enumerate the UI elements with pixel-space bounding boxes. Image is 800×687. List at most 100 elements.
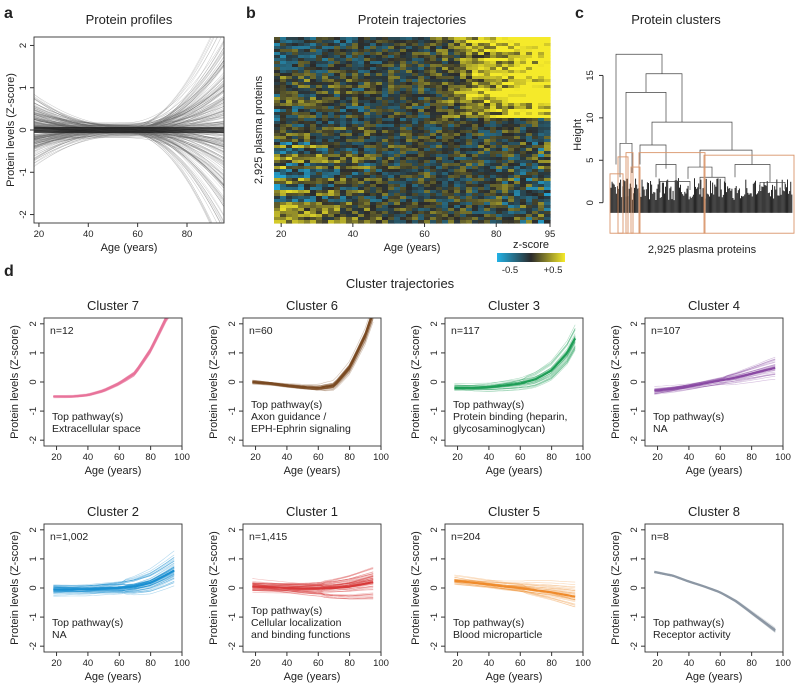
heatmap-cell <box>490 181 497 185</box>
heatmap-cell <box>340 37 347 41</box>
heatmap-cell <box>448 193 455 197</box>
heatmap-cell <box>358 136 365 140</box>
heatmap-cell <box>544 112 551 116</box>
heatmap-cell <box>400 40 407 44</box>
heatmap-cell <box>502 97 509 101</box>
heatmap-cell <box>340 109 347 113</box>
heatmap-cell <box>442 52 449 56</box>
heatmap-cell <box>466 79 473 83</box>
heatmap-cell <box>544 73 551 77</box>
panel-title: Protein trajectories <box>358 12 467 27</box>
heatmap-cell <box>514 133 521 137</box>
heatmap-cell <box>448 214 455 218</box>
heatmap-cell <box>346 208 353 212</box>
heatmap-cell <box>292 193 299 197</box>
heatmap-cell <box>502 175 509 179</box>
profile-lines <box>34 37 224 223</box>
heatmap-cell <box>328 133 335 137</box>
heatmap-cell <box>292 46 299 50</box>
heatmap-cell <box>406 94 413 98</box>
heatmap-cell <box>358 127 365 131</box>
heatmap-cell <box>532 88 539 92</box>
heatmap-cell <box>502 160 509 164</box>
heatmap-cell <box>316 208 323 212</box>
heatmap-cell <box>526 67 533 71</box>
heatmap-cell <box>418 73 425 77</box>
heatmap-cell <box>418 76 425 80</box>
y-tick-label: -2 <box>18 210 29 218</box>
heatmap-cell <box>436 166 443 170</box>
heatmap-cell <box>322 175 329 179</box>
member-line <box>252 587 374 600</box>
heatmap-cell <box>538 172 545 176</box>
heatmap-cell <box>388 55 395 59</box>
heatmap-cell <box>484 118 491 122</box>
heatmap-cell <box>382 175 389 179</box>
heatmap-cell <box>370 178 377 182</box>
heatmap-cell <box>442 214 449 218</box>
heatmap-cell <box>334 187 341 191</box>
heatmap-cell <box>532 130 539 134</box>
dendrogram-branch <box>625 92 667 144</box>
heatmap-cell <box>334 76 341 80</box>
heatmap-cell <box>418 211 425 215</box>
heatmap-cell <box>382 79 389 83</box>
heatmap-cell <box>544 217 551 221</box>
heatmap-cell <box>412 214 419 218</box>
heatmap-cell <box>412 85 419 89</box>
member-line <box>454 582 576 600</box>
heatmap-cell <box>334 43 341 47</box>
heatmap-cell <box>424 160 431 164</box>
heatmap-cell <box>340 127 347 131</box>
heatmap-cell <box>358 85 365 89</box>
heatmap-cell <box>436 49 443 53</box>
heatmap-cell <box>472 115 479 119</box>
heatmap-cell <box>382 43 389 47</box>
heatmap-cell <box>328 148 335 152</box>
heatmap-cell <box>466 133 473 137</box>
heatmap-cell <box>406 133 413 137</box>
heatmap-cell <box>478 136 485 140</box>
heatmap-cell <box>334 46 341 50</box>
heatmap-cell <box>496 127 503 131</box>
heatmap-cell <box>304 193 311 197</box>
heatmap-cell <box>364 58 371 62</box>
heatmap-cell <box>280 133 287 137</box>
heatmap-cell <box>448 103 455 107</box>
heatmap-cell <box>454 199 461 203</box>
heatmap-cell <box>442 157 449 161</box>
heatmap-cell <box>430 106 437 110</box>
heatmap-cell <box>484 139 491 143</box>
heatmap-cell <box>280 73 287 77</box>
x-tick-label: 40 <box>83 229 94 240</box>
heatmap-cell <box>490 97 497 101</box>
heatmap-cell <box>508 70 515 74</box>
heatmap-cell <box>370 127 377 131</box>
heatmap-cell <box>502 58 509 62</box>
heatmap-cell <box>292 136 299 140</box>
heatmap-cell <box>490 43 497 47</box>
heatmap-cell <box>466 112 473 116</box>
heatmap-cell <box>460 73 467 77</box>
heatmap-cell <box>514 52 521 56</box>
heatmap-cell <box>496 67 503 71</box>
heatmap-cell <box>436 214 443 218</box>
heatmap-cell <box>304 115 311 119</box>
heatmap-cell <box>490 139 497 143</box>
member-line <box>252 578 374 585</box>
heatmap-cell <box>394 199 401 203</box>
heatmap-cell <box>412 148 419 152</box>
heatmap-cell <box>466 103 473 107</box>
profile-line <box>34 43 224 146</box>
x-tick-label: 100 <box>575 452 591 463</box>
heatmap-cell <box>502 64 509 68</box>
mean-line <box>53 318 168 398</box>
heatmap-cell <box>394 88 401 92</box>
heatmap-cell <box>424 73 431 77</box>
heatmap-cell <box>400 94 407 98</box>
heatmap-cell <box>436 205 443 209</box>
member-line <box>252 318 371 389</box>
y-tick-label: 2 <box>28 527 39 532</box>
heatmap-cell <box>544 160 551 164</box>
heatmap-cell <box>418 103 425 107</box>
